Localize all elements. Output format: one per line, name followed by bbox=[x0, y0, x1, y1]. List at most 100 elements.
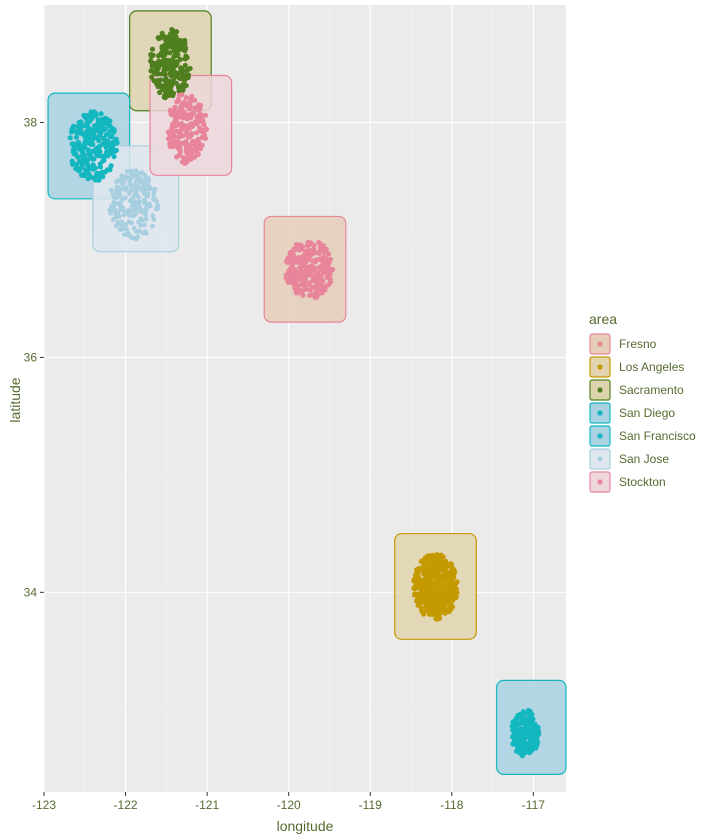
data-point bbox=[429, 584, 435, 590]
data-point bbox=[285, 259, 291, 266]
data-point bbox=[92, 110, 99, 117]
data-point bbox=[179, 92, 185, 98]
data-point bbox=[79, 152, 85, 159]
data-point bbox=[193, 130, 200, 136]
data-point bbox=[182, 110, 188, 116]
x-tick-label: -122 bbox=[114, 798, 138, 812]
data-point bbox=[126, 213, 132, 218]
data-point bbox=[425, 586, 431, 592]
data-point bbox=[195, 119, 201, 125]
data-point bbox=[306, 247, 312, 253]
data-point bbox=[293, 289, 299, 295]
data-point bbox=[153, 198, 159, 204]
data-point bbox=[103, 140, 109, 146]
data-point bbox=[177, 149, 183, 155]
data-point bbox=[162, 71, 168, 77]
data-point bbox=[134, 188, 139, 194]
data-point bbox=[167, 107, 174, 113]
data-point bbox=[203, 112, 209, 118]
data-point bbox=[443, 567, 449, 573]
data-point bbox=[103, 132, 110, 138]
data-point bbox=[306, 280, 313, 286]
data-point bbox=[123, 174, 129, 179]
data-point bbox=[69, 158, 75, 164]
data-point bbox=[188, 132, 195, 138]
data-point bbox=[111, 153, 117, 160]
data-point bbox=[435, 597, 441, 603]
data-point bbox=[146, 186, 152, 192]
data-point bbox=[323, 283, 330, 289]
data-point bbox=[309, 292, 315, 298]
data-point bbox=[151, 187, 157, 193]
data-point bbox=[529, 727, 535, 733]
data-point bbox=[309, 284, 315, 290]
legend-label-san-francisco: San Francisco bbox=[619, 429, 696, 443]
data-point bbox=[158, 61, 165, 68]
data-point bbox=[285, 279, 291, 285]
data-point bbox=[134, 203, 140, 209]
data-point bbox=[511, 739, 517, 746]
data-point bbox=[102, 126, 108, 132]
data-point bbox=[313, 282, 320, 288]
data-point bbox=[173, 111, 179, 117]
data-point bbox=[143, 230, 149, 236]
data-point bbox=[173, 49, 179, 56]
data-point bbox=[168, 133, 175, 139]
data-point bbox=[132, 182, 138, 188]
data-point bbox=[314, 271, 320, 277]
data-point bbox=[95, 117, 101, 123]
data-point bbox=[87, 126, 93, 132]
data-point bbox=[191, 148, 197, 154]
legend-label-fresno: Fresno bbox=[619, 337, 657, 351]
data-point bbox=[175, 128, 181, 135]
data-point bbox=[432, 555, 439, 561]
data-point bbox=[100, 158, 106, 164]
data-point bbox=[436, 579, 442, 586]
data-point bbox=[320, 261, 326, 268]
data-point bbox=[442, 573, 448, 579]
data-point bbox=[117, 227, 123, 233]
legend-key-point bbox=[597, 387, 603, 393]
data-point bbox=[316, 239, 322, 246]
data-point bbox=[109, 203, 114, 209]
data-point bbox=[194, 140, 201, 146]
data-point bbox=[189, 93, 195, 99]
data-point bbox=[104, 152, 110, 159]
data-point bbox=[423, 575, 429, 581]
data-point bbox=[172, 139, 178, 146]
data-point bbox=[71, 143, 78, 149]
data-point bbox=[526, 747, 533, 753]
data-point bbox=[89, 130, 95, 136]
data-point bbox=[426, 602, 432, 608]
data-point bbox=[78, 144, 84, 150]
data-point bbox=[116, 201, 122, 207]
data-point bbox=[142, 197, 148, 203]
data-point bbox=[139, 207, 144, 213]
data-point bbox=[442, 587, 448, 593]
data-point bbox=[187, 142, 194, 148]
point-cluster-san-jose bbox=[107, 168, 161, 242]
data-point bbox=[124, 169, 130, 174]
data-point bbox=[435, 591, 441, 597]
data-point bbox=[125, 209, 130, 215]
data-point bbox=[161, 67, 167, 73]
data-point bbox=[71, 151, 77, 157]
data-point bbox=[535, 731, 542, 737]
data-point bbox=[417, 591, 423, 597]
data-point bbox=[533, 740, 539, 746]
data-point bbox=[174, 42, 180, 48]
data-point bbox=[151, 217, 157, 222]
legend-key-point bbox=[597, 364, 603, 370]
data-point bbox=[303, 267, 309, 274]
y-tick-label: 34 bbox=[24, 585, 38, 599]
data-point bbox=[453, 580, 460, 586]
data-point bbox=[157, 35, 164, 41]
data-point bbox=[432, 588, 438, 594]
data-point bbox=[414, 582, 420, 588]
data-point bbox=[173, 62, 179, 68]
data-point bbox=[111, 194, 117, 200]
data-point bbox=[75, 123, 82, 130]
data-point bbox=[196, 102, 202, 108]
data-point bbox=[516, 732, 523, 738]
data-point bbox=[453, 595, 459, 601]
